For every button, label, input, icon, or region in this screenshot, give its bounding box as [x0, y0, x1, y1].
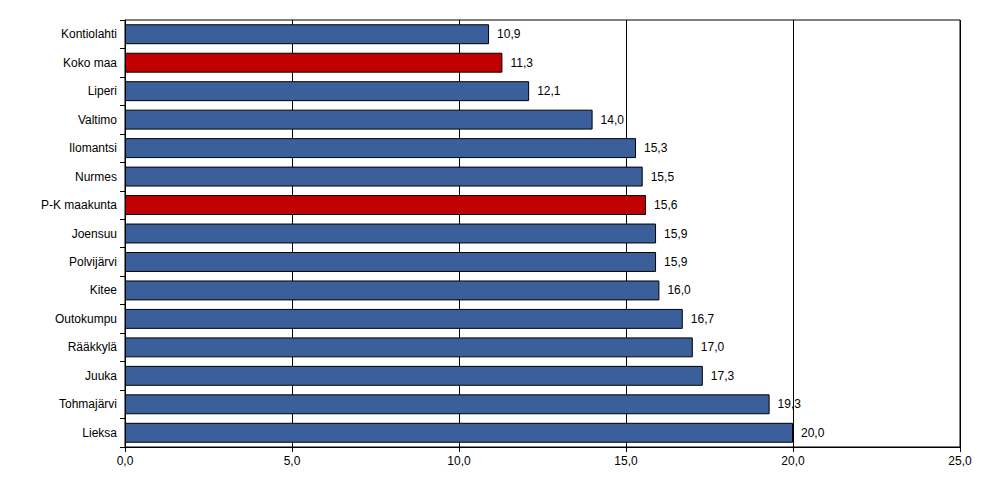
- svg-text:20,0: 20,0: [781, 454, 805, 468]
- svg-text:14,0: 14,0: [601, 113, 625, 127]
- svg-text:15,3: 15,3: [644, 141, 668, 155]
- svg-text:11,3: 11,3: [510, 56, 533, 70]
- svg-text:5,0: 5,0: [284, 454, 301, 468]
- svg-text:20,0: 20,0: [801, 426, 825, 440]
- svg-text:Rääkkylä: Rääkkylä: [68, 340, 118, 354]
- svg-text:Ilomantsi: Ilomantsi: [69, 141, 117, 155]
- svg-text:P-K maakunta: P-K maakunta: [41, 198, 117, 212]
- svg-text:Tohmajärvi: Tohmajärvi: [59, 397, 117, 411]
- svg-text:12,1: 12,1: [537, 84, 561, 98]
- svg-text:15,6: 15,6: [654, 198, 678, 212]
- svg-text:10,0: 10,0: [447, 454, 471, 468]
- svg-text:10,9: 10,9: [497, 27, 521, 41]
- svg-text:15,0: 15,0: [614, 454, 638, 468]
- svg-text:Nurmes: Nurmes: [75, 170, 117, 184]
- svg-text:Koko maa: Koko maa: [63, 56, 117, 70]
- svg-text:17,0: 17,0: [701, 340, 725, 354]
- svg-text:Liperi: Liperi: [88, 84, 117, 98]
- svg-text:Lieksa: Lieksa: [82, 426, 117, 440]
- svg-text:Juuka: Juuka: [85, 369, 117, 383]
- svg-text:15,5: 15,5: [651, 170, 675, 184]
- svg-text:15,9: 15,9: [664, 227, 688, 241]
- svg-text:Kontiolahti: Kontiolahti: [61, 27, 117, 41]
- svg-text:15,9: 15,9: [664, 255, 688, 269]
- svg-text:Outokumpu: Outokumpu: [55, 312, 117, 326]
- svg-text:16,0: 16,0: [667, 283, 691, 297]
- svg-text:Joensuu: Joensuu: [72, 227, 117, 241]
- svg-text:Kitee: Kitee: [90, 283, 118, 297]
- svg-text:16,7: 16,7: [691, 312, 715, 326]
- svg-text:0,0: 0,0: [117, 454, 134, 468]
- svg-text:Polvijärvi: Polvijärvi: [69, 255, 117, 269]
- svg-text:17,3: 17,3: [711, 369, 735, 383]
- svg-text:19,3: 19,3: [778, 397, 802, 411]
- svg-text:25,0: 25,0: [948, 454, 972, 468]
- svg-text:Valtimo: Valtimo: [78, 113, 117, 127]
